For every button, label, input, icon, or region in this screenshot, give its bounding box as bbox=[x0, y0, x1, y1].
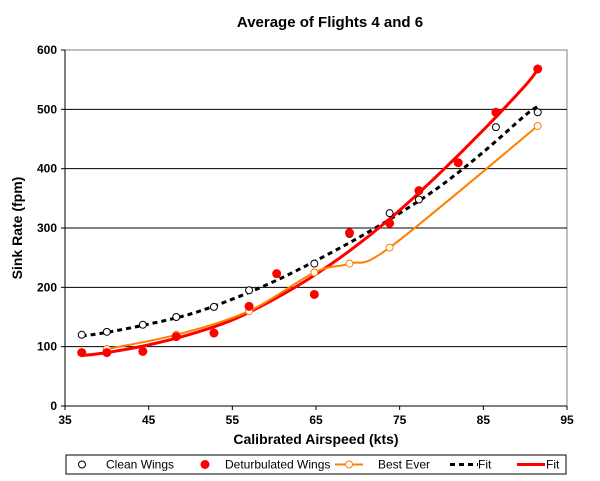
series-1-point-10 bbox=[414, 186, 424, 196]
y-tick-label-100: 100 bbox=[37, 340, 57, 354]
legend: Clean Wings Deturbulated Wings Best Ever Fi… bbox=[65, 454, 567, 475]
series-0-point-2 bbox=[138, 320, 147, 329]
legend-item-1: Deturbulated Wings bbox=[200, 458, 330, 472]
axes bbox=[61, 49, 568, 410]
series-2-point-3 bbox=[310, 268, 319, 277]
series-1-point-3 bbox=[171, 332, 181, 342]
y-tick-label-200: 200 bbox=[37, 280, 57, 294]
series-2-point-6 bbox=[533, 121, 542, 130]
series-1-point-4 bbox=[209, 328, 219, 338]
gridlines bbox=[65, 108, 567, 348]
series-1-point-13 bbox=[533, 64, 543, 74]
series-1-point-6 bbox=[272, 269, 282, 279]
series-0-point-9 bbox=[414, 195, 423, 204]
y-tick-label-300: 300 bbox=[37, 221, 57, 235]
y-tick-label-500: 500 bbox=[37, 102, 57, 116]
x-tick-label-65: 65 bbox=[309, 413, 323, 427]
series-layer bbox=[77, 64, 543, 358]
x-tick-label-85: 85 bbox=[477, 413, 491, 427]
series-1-point-12 bbox=[491, 107, 501, 117]
legend-swatch-marker-1 bbox=[200, 460, 210, 469]
series-0-point-5 bbox=[245, 286, 254, 295]
legend-item-2: Best Ever bbox=[335, 458, 430, 472]
y-tick-label-600: 600 bbox=[37, 43, 57, 57]
series-2-point-4 bbox=[345, 259, 354, 268]
series-0-point-11 bbox=[491, 123, 500, 132]
legend-label-1: Deturbulated Wings bbox=[225, 458, 330, 472]
series-0-point-1 bbox=[102, 327, 111, 336]
series-1-point-5 bbox=[244, 301, 254, 311]
series-0-point-0 bbox=[77, 330, 86, 339]
series-0-point-4 bbox=[209, 302, 218, 311]
series-1-point-9 bbox=[385, 218, 395, 228]
series-0-point-6 bbox=[310, 259, 319, 268]
series-1-point-2 bbox=[138, 346, 148, 356]
series-1 bbox=[77, 64, 543, 358]
y-tick-label-400: 400 bbox=[37, 162, 57, 176]
x-tick-label-75: 75 bbox=[393, 413, 407, 427]
legend-item-3: Fit bbox=[450, 458, 492, 472]
x-axis-title: Calibrated Airspeed (kts) bbox=[233, 431, 398, 447]
x-tick-label-35: 35 bbox=[58, 413, 72, 427]
legend-item-0: Clean Wings bbox=[78, 458, 174, 472]
y-tick-label-0: 0 bbox=[50, 399, 57, 413]
legend-label-0: Clean Wings bbox=[106, 458, 174, 472]
x-tick-label-45: 45 bbox=[142, 413, 156, 427]
legend-label-2: Best Ever bbox=[378, 458, 430, 472]
tick-labels: 0 100 200 300 400 500 600 35 45 55 65 75 85 95 bbox=[37, 43, 574, 427]
series-1-point-7 bbox=[309, 289, 319, 299]
series-2-point-5 bbox=[385, 243, 394, 252]
series-0-point-3 bbox=[172, 313, 181, 321]
chart-title: Average of Flights 4 and 6 bbox=[237, 14, 423, 31]
x-tick-label-95: 95 bbox=[560, 413, 574, 427]
legend-box bbox=[65, 454, 567, 475]
y-axis-title: Sink Rate (fpm) bbox=[9, 177, 25, 280]
legend-swatch-marker-0 bbox=[78, 460, 86, 469]
series-1-point-11 bbox=[453, 158, 463, 168]
legend-label-3: Fit bbox=[478, 458, 492, 472]
legend-label-4: Fit bbox=[546, 458, 560, 472]
x-tick-label-55: 55 bbox=[226, 413, 240, 427]
legend-swatch-marker-2 bbox=[345, 460, 353, 469]
series-1-point-1 bbox=[102, 348, 112, 358]
series-0-point-8 bbox=[385, 209, 394, 218]
legend-item-4: Fit bbox=[517, 458, 560, 472]
series-1-point-0 bbox=[77, 348, 87, 358]
series-1-point-8 bbox=[344, 228, 354, 238]
series-0-point-12 bbox=[533, 108, 542, 117]
